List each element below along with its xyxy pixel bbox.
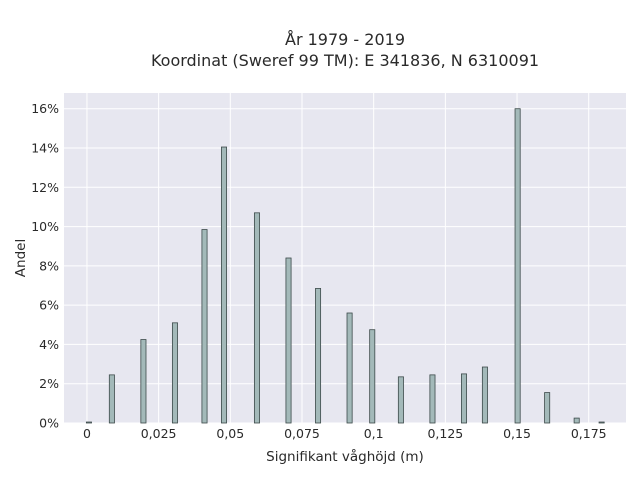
y-tick-label: 16% bbox=[31, 101, 59, 116]
bar bbox=[544, 392, 551, 424]
bar bbox=[369, 329, 376, 424]
plot-area bbox=[64, 93, 626, 423]
y-tick-label: 4% bbox=[39, 337, 59, 352]
bar bbox=[140, 339, 147, 424]
y-tick-label: 14% bbox=[31, 141, 59, 156]
x-tick-label: 0,05 bbox=[216, 426, 244, 441]
y-tick-label: 8% bbox=[39, 258, 59, 273]
chart-subtitle: Koordinat (Sweref 99 TM): E 341836, N 63… bbox=[151, 51, 539, 70]
bar bbox=[108, 374, 115, 424]
y-tick-label: 2% bbox=[39, 376, 59, 391]
y-tick-labels: 0% 2% 4% 6% 8% 10% 12% 14% 16% bbox=[31, 101, 59, 430]
bar bbox=[221, 146, 227, 424]
bar bbox=[598, 421, 605, 424]
bar bbox=[285, 257, 292, 424]
bar bbox=[85, 421, 92, 424]
bar bbox=[573, 417, 580, 424]
bar bbox=[315, 288, 322, 424]
y-axis-label: Andel bbox=[13, 239, 29, 277]
x-tick-label: 0,025 bbox=[141, 426, 177, 441]
x-tick-label: 0,075 bbox=[284, 426, 320, 441]
bar bbox=[429, 374, 436, 424]
bar bbox=[514, 108, 521, 424]
x-tick-label: 0,15 bbox=[503, 426, 531, 441]
y-tick-label: 12% bbox=[31, 180, 59, 195]
x-tick-label: 0,125 bbox=[427, 426, 463, 441]
bar bbox=[253, 212, 260, 424]
bars bbox=[85, 108, 605, 424]
x-tick-label: 0,1 bbox=[364, 426, 384, 441]
bar bbox=[201, 229, 208, 424]
x-axis-label: Signifikant våghöjd (m) bbox=[266, 448, 424, 465]
bar bbox=[481, 366, 488, 424]
y-tick-label: 6% bbox=[39, 298, 59, 313]
y-tick-label: 10% bbox=[31, 219, 59, 234]
bar bbox=[461, 373, 467, 424]
y-tick-label: 0% bbox=[39, 416, 59, 431]
x-tick-labels: 0 0,025 0,05 0,075 0,1 0,125 0,15 0,175 bbox=[83, 426, 607, 441]
bar bbox=[346, 312, 353, 424]
bar bbox=[171, 322, 178, 424]
bar bbox=[397, 376, 404, 424]
chart-title: År 1979 - 2019 bbox=[285, 30, 405, 49]
x-tick-label: 0 bbox=[83, 426, 91, 441]
x-tick-label: 0,175 bbox=[571, 426, 607, 441]
